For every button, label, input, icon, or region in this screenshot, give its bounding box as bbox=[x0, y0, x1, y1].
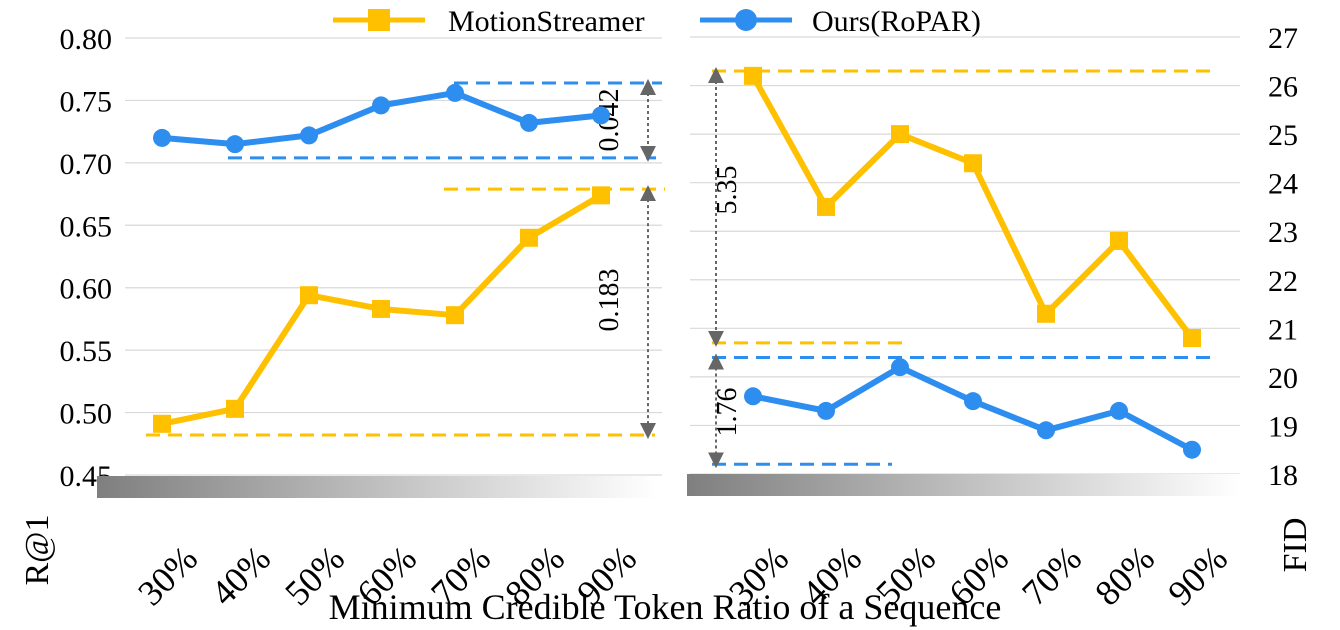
x-tick-label: 80% bbox=[1087, 538, 1162, 613]
x-tick-label: 40% bbox=[203, 538, 278, 613]
data-point-ours bbox=[300, 126, 318, 145]
x-axis-title: Minimum Credible Token Ratio of a Sequen… bbox=[329, 587, 1002, 627]
y-axis-label-r1: R@1 bbox=[19, 515, 56, 586]
y-tick-label: 0.70 bbox=[60, 148, 113, 181]
legend-marker-square bbox=[368, 9, 390, 31]
y-tick-label: 22 bbox=[1268, 265, 1298, 298]
data-point-ours bbox=[153, 128, 171, 147]
data-point-motionstreamer bbox=[300, 286, 318, 305]
legend-marker-circle bbox=[735, 9, 757, 31]
difference-label: 1.76 bbox=[712, 388, 743, 437]
difference-label: 5.35 bbox=[712, 166, 743, 215]
y-tick-label: 0.75 bbox=[60, 85, 113, 118]
y-tick-label: 19 bbox=[1268, 410, 1298, 443]
y-tick-label: 0.50 bbox=[60, 398, 113, 431]
data-point-ours bbox=[744, 387, 762, 406]
data-point-ours bbox=[592, 106, 610, 125]
legend-label-ours: Ours(RoPAR) bbox=[812, 5, 981, 38]
data-point-ours bbox=[1183, 440, 1201, 459]
y-tick-label: 25 bbox=[1268, 119, 1298, 152]
legend-item-ours: Ours(RoPAR) bbox=[700, 5, 981, 38]
data-point-ours bbox=[817, 401, 835, 420]
data-point-motionstreamer bbox=[964, 154, 982, 173]
y-axis-label-fid: FID bbox=[1277, 518, 1314, 573]
data-point-ours bbox=[372, 96, 390, 115]
y-tick-label: 0.55 bbox=[60, 335, 113, 368]
data-point-motionstreamer bbox=[153, 414, 171, 433]
legend-item-motionstreamer: MotionStreamer bbox=[333, 5, 645, 38]
x-tick-label: 30% bbox=[130, 538, 205, 613]
y-tick-label: 0.80 bbox=[60, 23, 113, 56]
data-point-ours bbox=[520, 113, 538, 132]
difference-label: 0.183 bbox=[594, 269, 625, 332]
data-point-ours bbox=[446, 83, 464, 102]
y-tick-label: 20 bbox=[1268, 362, 1298, 395]
gradient-bar bbox=[97, 476, 657, 498]
y-tick-label: 24 bbox=[1268, 168, 1298, 201]
data-point-motionstreamer bbox=[744, 66, 762, 85]
data-point-motionstreamer bbox=[226, 399, 244, 418]
data-point-motionstreamer bbox=[1110, 231, 1128, 250]
legend-label-motionstreamer: MotionStreamer bbox=[448, 5, 645, 38]
y-tick-label: 26 bbox=[1268, 71, 1298, 104]
x-tick-label: 70% bbox=[1014, 538, 1089, 613]
data-point-motionstreamer bbox=[1183, 329, 1201, 348]
data-point-ours bbox=[1037, 421, 1055, 440]
data-point-motionstreamer bbox=[891, 125, 909, 144]
data-point-motionstreamer bbox=[520, 228, 538, 247]
gradient-bar bbox=[687, 474, 1240, 496]
y-tick-label: 27 bbox=[1268, 22, 1298, 55]
data-point-ours bbox=[1110, 401, 1128, 420]
legend: MotionStreamer Ours(RoPAR) bbox=[333, 5, 981, 38]
y-tick-label: 23 bbox=[1268, 216, 1298, 249]
y-tick-label: 0.65 bbox=[60, 210, 113, 243]
data-point-motionstreamer bbox=[1037, 304, 1055, 323]
y-tick-label: 18 bbox=[1268, 459, 1298, 492]
data-point-ours bbox=[891, 358, 909, 377]
data-point-ours bbox=[964, 392, 982, 411]
data-point-motionstreamer bbox=[817, 197, 835, 216]
data-point-motionstreamer bbox=[446, 306, 464, 325]
y-tick-label: 21 bbox=[1268, 313, 1298, 346]
data-point-ours bbox=[226, 135, 244, 154]
x-tick-label: 90% bbox=[1160, 538, 1235, 613]
data-point-motionstreamer bbox=[372, 299, 390, 318]
data-point-motionstreamer bbox=[592, 186, 610, 205]
y-tick-label: 0.60 bbox=[60, 273, 113, 306]
